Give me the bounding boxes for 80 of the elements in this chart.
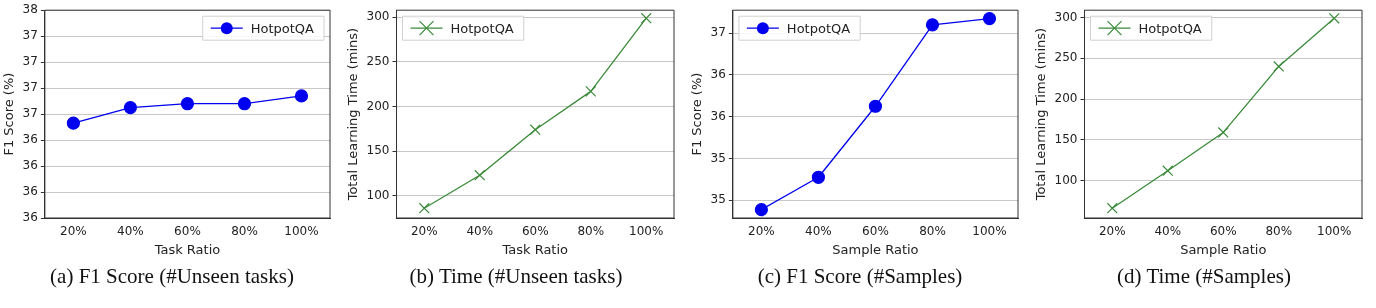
point (294, 89, 309, 103)
y-tick-label: 36 (22, 158, 38, 173)
point (1328, 12, 1340, 24)
x-tick-label: 40% (117, 224, 144, 239)
point (474, 169, 486, 181)
x-axis-title: Sample Ratio (1180, 241, 1267, 257)
point (418, 202, 430, 214)
x-axis-title: Task Ratio (153, 241, 221, 257)
x-axis-title: Task Ratio (501, 241, 569, 257)
y-tick-label: 36 (22, 132, 38, 147)
point (180, 97, 195, 111)
x-tick-label: 80% (919, 224, 946, 239)
legend-label: HotpotQA (450, 20, 514, 36)
y-tick-label: 38 (22, 2, 38, 17)
x-tick-label: 40% (1154, 224, 1182, 239)
y-tick-label: 200 (366, 98, 390, 113)
point (585, 85, 597, 97)
y-tick-label: 37 (22, 28, 38, 43)
y-tick-label: 35 (710, 150, 726, 165)
legend-label: HotpotQA (250, 20, 315, 36)
y-tick-label: 100 (1054, 172, 1078, 187)
y-tick-label: 300 (1054, 9, 1078, 24)
x-tick-label: 60% (174, 224, 201, 239)
point (868, 99, 883, 113)
y-tick-label: 36 (22, 210, 38, 225)
y-tick-label: 37 (710, 25, 726, 40)
x-tick-label: 100% (972, 224, 1007, 239)
legend-label: HotpotQA (786, 20, 851, 36)
y-tick-label: 200 (1054, 91, 1078, 106)
text: (c) F1 Score (#Samples) (756, 264, 964, 289)
y-tick-label: 35 (710, 192, 726, 207)
y-axis-title: F1 Score (%) (1, 72, 17, 156)
y-tick-label: 37 (22, 106, 38, 121)
point (1162, 165, 1174, 177)
point (640, 12, 652, 24)
y-axis-title: F1 Score (%) (689, 72, 705, 156)
x-axis-title: Sample Ratio (832, 241, 919, 257)
x-tick-label: 100% (629, 224, 664, 239)
y-tick-label: 300 (366, 9, 390, 24)
x-tick-label: 20% (410, 224, 438, 239)
point (982, 11, 997, 26)
point (123, 101, 138, 115)
text: (b) Time (#Unseen tasks) (408, 264, 624, 289)
point (1217, 126, 1229, 138)
point (529, 124, 541, 136)
x-tick-label: 60% (521, 224, 549, 239)
point (925, 18, 940, 32)
y-tick-label: 150 (366, 143, 390, 158)
point (1106, 202, 1118, 214)
legend-label: HotpotQA (1138, 20, 1202, 36)
point (1273, 60, 1285, 72)
y-tick-label: 37 (22, 80, 38, 95)
x-tick-label: 20% (60, 224, 87, 239)
x-tick-label: 80% (231, 224, 258, 239)
x-tick-label: 40% (805, 224, 832, 239)
y-tick-label: 36 (710, 108, 726, 123)
y-tick-label: 100 (366, 187, 390, 202)
x-tick-label: 60% (862, 224, 889, 239)
point (754, 203, 768, 217)
x-tick-label: 40% (466, 224, 494, 239)
x-tick-label: 20% (1098, 224, 1126, 239)
x-tick-label: 100% (1317, 224, 1352, 239)
y-tick-label: 250 (1054, 50, 1078, 65)
text: (a) F1 Score (#Unseen tasks) (49, 264, 295, 289)
y-tick-label: 37 (22, 54, 38, 69)
y-axis-title: Total Learning Time (mins) (345, 27, 361, 202)
y-tick-label: 250 (366, 54, 390, 69)
point (237, 97, 252, 111)
x-tick-label: 80% (1265, 224, 1293, 239)
point (66, 116, 80, 130)
x-tick-label: 60% (1209, 224, 1237, 239)
y-tick-label: 36 (710, 67, 726, 82)
y-tick-label: 150 (1054, 131, 1078, 146)
point (811, 170, 826, 184)
y-axis-title: Total Learning Time (mins) (1033, 27, 1049, 202)
x-tick-label: 100% (284, 224, 319, 239)
y-tick-label: 36 (22, 184, 38, 199)
text: (d) Time (#Samples) (1116, 264, 1292, 289)
x-tick-label: 20% (748, 224, 775, 239)
x-tick-label: 80% (577, 224, 605, 239)
